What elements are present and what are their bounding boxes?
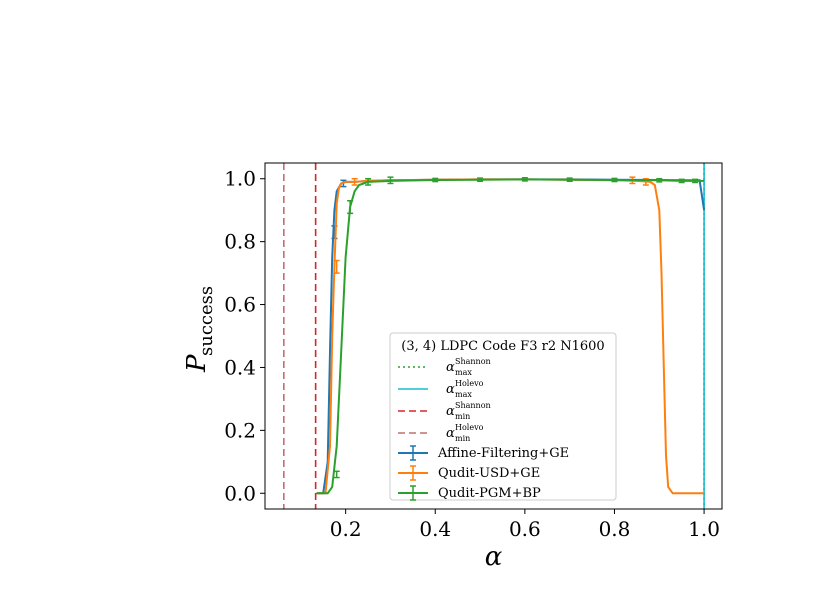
legend-label-subscript: min xyxy=(455,434,470,443)
legend-label-subscript: max xyxy=(455,390,472,399)
errorbar-qudit-pgm-bp xyxy=(678,178,685,184)
errorbar-qudit-pgm-bp xyxy=(692,178,699,184)
legend: (3, 4) LDPC Code F3 r2 N1600 α Shannonmax… xyxy=(389,332,617,501)
errorbar-qudit-usd-ge xyxy=(351,177,358,186)
x-tick-label: 1.0 xyxy=(688,517,720,541)
series-line-qudit-pgm-bp xyxy=(316,178,705,495)
legend-title: (3, 4) LDPC Code F3 r2 N1600 xyxy=(401,339,604,354)
x-tick-label: 0.2 xyxy=(330,517,362,541)
y-tick-label: 1.0 xyxy=(224,167,256,191)
y-axis-label-main: P xyxy=(182,354,212,373)
legend-label-symbol: α xyxy=(446,426,455,441)
legend-entry-shannon-max: α Shannon max xyxy=(398,357,491,377)
legend-label-symbol: α xyxy=(446,404,455,419)
y-tick-label: 0.8 xyxy=(224,230,256,254)
ticks-layer: 0.2 0.4 0.6 0.8 1.0 0.0 0.2 0.4 0.6 0.8 1.0 xyxy=(224,167,720,541)
legend-label-symbol: α xyxy=(446,382,455,397)
legend-label: Qudit-PGM+BP xyxy=(438,486,541,501)
y-tick-label: 0.0 xyxy=(224,481,256,505)
errorbar-qudit-pgm-bp xyxy=(656,177,663,183)
legend-label: Affine-Filtering+GE xyxy=(437,446,569,461)
legend-box xyxy=(389,332,617,501)
legend-entry-qudit-usd-ge: Qudit-USD+GE xyxy=(398,465,540,481)
errorbar-qudit-pgm-bp xyxy=(347,199,354,215)
plot-area xyxy=(283,163,706,509)
y-axis-label: P success xyxy=(182,286,217,373)
errorbar-qudit-pgm-bp xyxy=(611,177,618,183)
errorbar-qudit-pgm-bp xyxy=(521,177,528,182)
x-axis-label: α xyxy=(485,542,503,572)
x-tick-label: 0.6 xyxy=(509,517,541,541)
errorbar-qudit-pgm-bp xyxy=(333,470,340,479)
errorbar-qudit-usd-ge xyxy=(333,259,340,274)
legend-label-subscript: min xyxy=(455,412,470,421)
legend-label-subscript: max xyxy=(455,368,472,377)
legend-entry-shannon-min: α Shannon min xyxy=(398,401,491,421)
axes-frame xyxy=(264,162,723,510)
y-tick-label: 0.4 xyxy=(224,355,256,379)
legend-label-superscript: Shannon xyxy=(455,401,491,410)
y-axis-label-subscript: success xyxy=(196,286,217,356)
errorbar-qudit-pgm-bp xyxy=(432,177,439,183)
legend-label: Qudit-USD+GE xyxy=(438,466,540,481)
x-tick-label: 0.4 xyxy=(419,517,451,541)
errorbar-qudit-pgm-bp xyxy=(477,177,484,182)
legend-entry-holevo-max: α Holevo max xyxy=(398,379,484,399)
legend-label-superscript: Holevo xyxy=(455,379,484,388)
errorbar-qudit-pgm-bp xyxy=(387,176,394,185)
errorbar-qudit-pgm-bp xyxy=(566,177,573,182)
legend-label-superscript: Shannon xyxy=(455,357,491,366)
x-tick-label: 0.8 xyxy=(599,517,631,541)
legend-entry-holevo-min: α Holevo min xyxy=(398,423,484,443)
errorbar-qudit-pgm-bp xyxy=(365,177,372,186)
y-tick-label: 0.6 xyxy=(224,293,256,317)
y-tick-label: 0.2 xyxy=(224,418,256,442)
legend-label-symbol: α xyxy=(446,360,455,375)
plot-layer xyxy=(283,163,706,509)
legend-entry-qudit-pgm-bp: Qudit-PGM+BP xyxy=(398,485,541,501)
legend-label-superscript: Holevo xyxy=(455,423,484,432)
legend-entry-affine-filtering-ge: Affine-Filtering+GE xyxy=(398,445,569,461)
